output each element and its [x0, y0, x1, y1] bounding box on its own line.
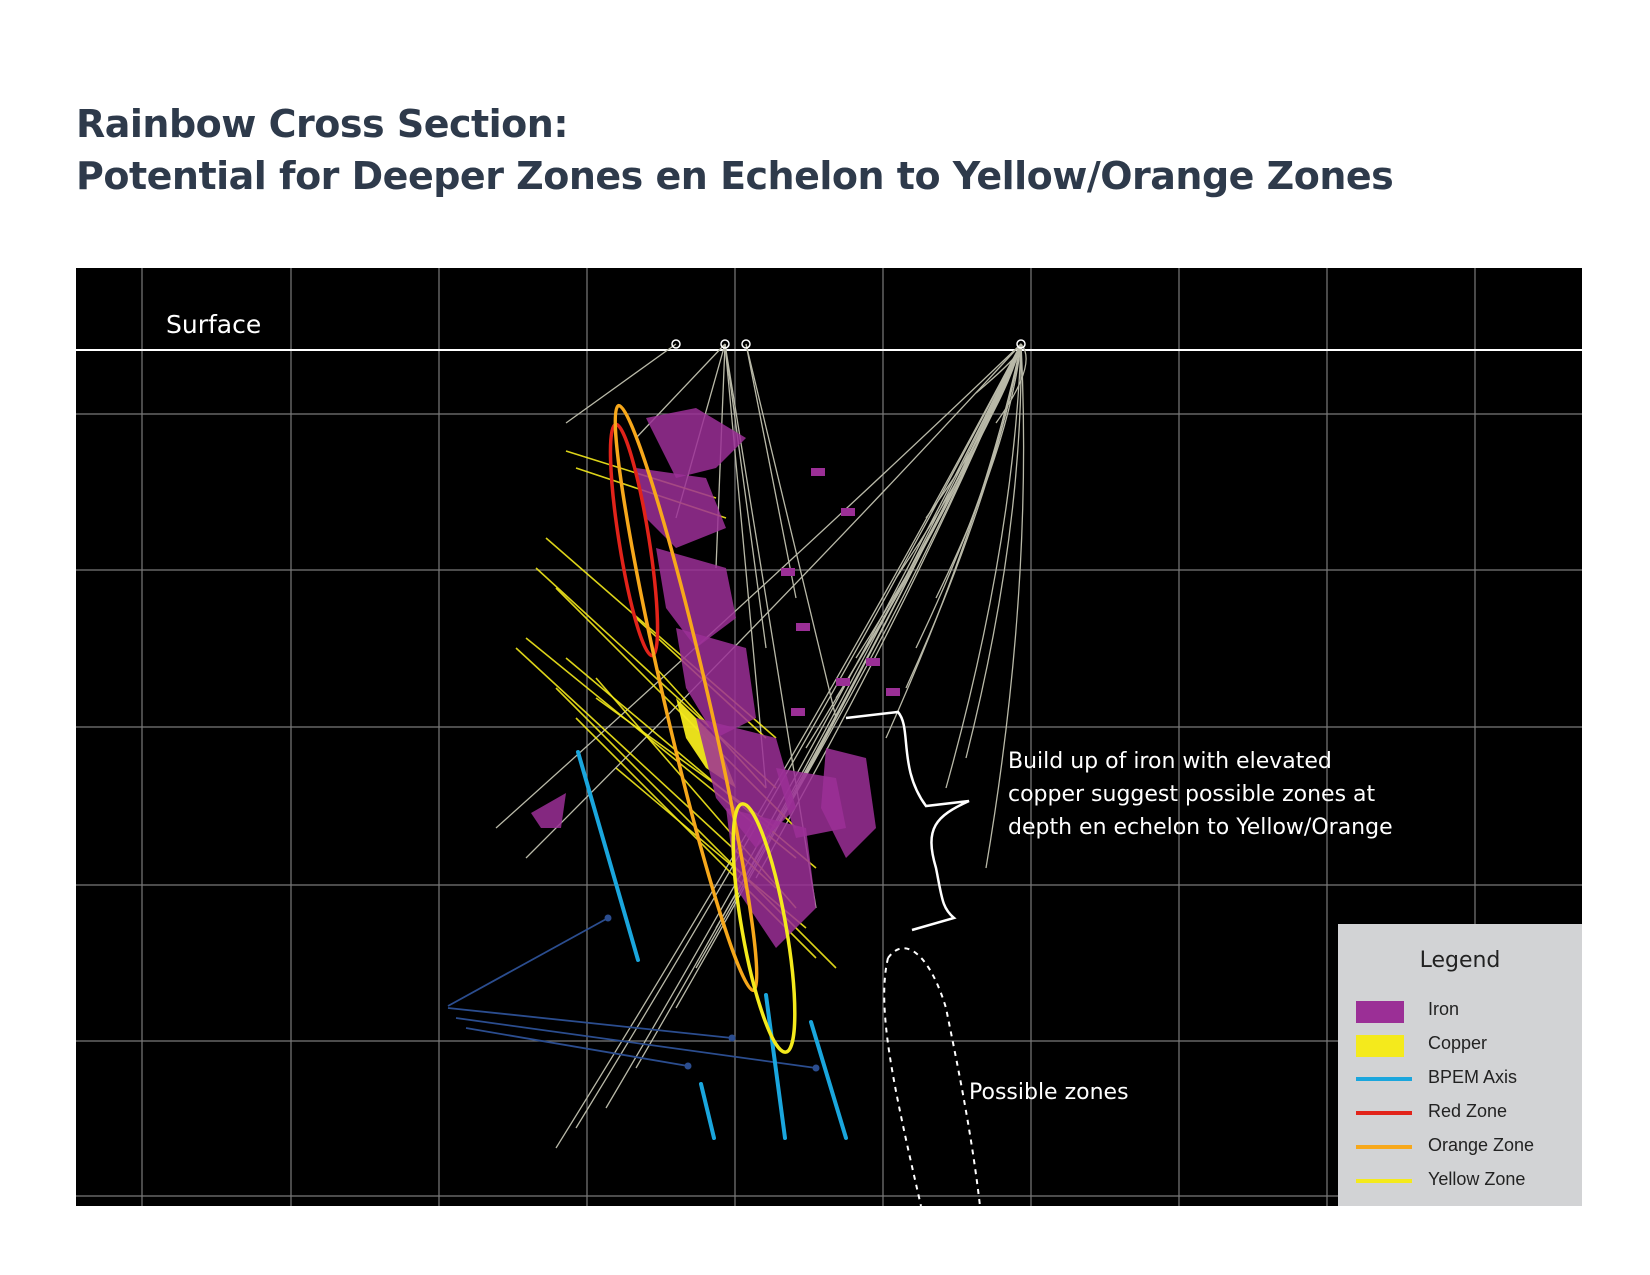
legend-item-copper: Copper — [1356, 1030, 1576, 1060]
yellow-zone-ellipse — [731, 802, 797, 1054]
iron-intercept-small — [836, 678, 850, 686]
drill-trace — [965, 343, 1022, 759]
copper-swatch — [1356, 1035, 1404, 1057]
iron-intercept-small — [841, 508, 855, 516]
arrow-head-icon — [684, 1062, 692, 1070]
iron-intercept-small — [796, 623, 810, 631]
legend-label: Copper — [1428, 1033, 1488, 1053]
iron-intercept — [821, 748, 876, 858]
drill-trace — [945, 343, 1022, 789]
drill-collars — [671, 339, 1026, 349]
projection-arrow — [447, 917, 609, 1007]
iron-intercept — [676, 628, 756, 738]
collar-icon — [720, 339, 730, 349]
zone-outlines — [608, 403, 797, 1054]
drill-trace — [555, 343, 1022, 1149]
iron-intercepts — [531, 408, 900, 948]
possible-zones-label: Possible zones — [969, 1080, 1129, 1105]
annotation-line: Build up of iron with elevated — [1008, 749, 1332, 774]
title-line-2: Potential for Deeper Zones en Echelon to… — [76, 154, 1394, 198]
annotation-line: copper suggest possible zones at — [1008, 782, 1376, 807]
drill-trace — [635, 343, 1022, 1069]
legend-item-iron: Iron — [1356, 996, 1576, 1026]
iron-intercept — [646, 408, 746, 478]
cross-section-panel: Surface Build up of iron with elevated c… — [76, 268, 1582, 1206]
drill-trace — [565, 343, 677, 424]
legend-label: Red Zone — [1428, 1101, 1508, 1121]
drill-traces — [495, 343, 1027, 1149]
drill-trace — [724, 343, 767, 649]
legend-item-yellow-zone: Yellow Zone — [1356, 1166, 1576, 1196]
legend-label: Yellow Zone — [1428, 1169, 1526, 1189]
arrow-head-icon — [812, 1064, 820, 1072]
bpem-axis-line — [809, 1020, 848, 1140]
iron-intercept-small — [781, 568, 795, 576]
collar-icon — [671, 339, 681, 349]
page-title: Rainbow Cross Section: Potential for Dee… — [76, 98, 1394, 202]
bpem-axis-line — [576, 750, 640, 962]
legend-label: Orange Zone — [1428, 1135, 1535, 1155]
drill-trace — [724, 343, 767, 789]
title-line-1: Rainbow Cross Section: — [76, 102, 569, 146]
iron-intercept-small — [811, 468, 825, 476]
iron-intercept-small — [866, 658, 880, 666]
drill-trace — [745, 343, 837, 719]
projection-arrow — [447, 1007, 733, 1039]
drill-trace — [915, 343, 1022, 649]
projection-arrow — [465, 1027, 689, 1067]
cross-section-drawing — [76, 268, 1582, 1206]
drill-trace — [985, 343, 1025, 869]
iron-intercept — [776, 768, 846, 838]
drill-trace — [935, 343, 1022, 599]
drill-trace — [905, 343, 1022, 689]
legend-box: Legend Iron Copper BPEM Axis Red Zone Or… — [1338, 924, 1582, 1206]
possible-zones-outline — [883, 947, 981, 1206]
legend-item-red-zone: Red Zone — [1356, 1098, 1576, 1128]
annotation-line: depth en echelon to Yellow/Orange — [1008, 815, 1393, 840]
drill-trace — [805, 343, 1022, 749]
bpem-axis-line — [699, 1082, 716, 1140]
drill-trace — [745, 343, 797, 599]
bpem-axis-line — [764, 993, 787, 1140]
iron-intercept-small — [791, 708, 805, 716]
projection-arrow — [455, 1017, 817, 1069]
legend-item-orange-zone: Orange Zone — [1356, 1132, 1576, 1162]
red-zone-ellipse — [608, 422, 660, 658]
red-zone-line — [1356, 1111, 1412, 1115]
arrow-head-icon — [728, 1034, 736, 1042]
legend-label: Iron — [1428, 999, 1460, 1019]
surface-label: Surface — [166, 310, 262, 339]
orange-zone-line — [1356, 1145, 1412, 1149]
iron-copper-annotation: Build up of iron with elevated copper su… — [1008, 745, 1428, 844]
collar-icon — [741, 339, 751, 349]
arrow-head-icon — [604, 914, 612, 922]
legend-title: Legend — [1419, 948, 1501, 973]
drill-trace — [605, 343, 1022, 1109]
yellow-zone-line — [1356, 1179, 1412, 1183]
iron-swatch — [1356, 1001, 1404, 1023]
projection-arrows — [447, 914, 820, 1072]
drill-trace — [575, 343, 1022, 1129]
iron-intercept-small — [886, 688, 900, 696]
drill-trace — [525, 343, 1022, 859]
iron-intercept — [656, 548, 736, 648]
drill-trace — [675, 343, 1022, 1009]
bpem-axis-line — [1356, 1077, 1412, 1081]
drill-trace — [885, 343, 1022, 739]
collar-icon — [1016, 339, 1026, 349]
iron-intercept — [636, 468, 726, 548]
iron-intercept — [726, 808, 816, 948]
legend-item-bpem-axis: BPEM Axis — [1356, 1064, 1576, 1094]
legend-label: BPEM Axis — [1428, 1067, 1518, 1087]
drill-trace — [995, 343, 1027, 424]
iron-intercept — [531, 793, 566, 828]
annotation-bracket — [845, 710, 970, 932]
bpem-axes — [576, 750, 848, 1140]
